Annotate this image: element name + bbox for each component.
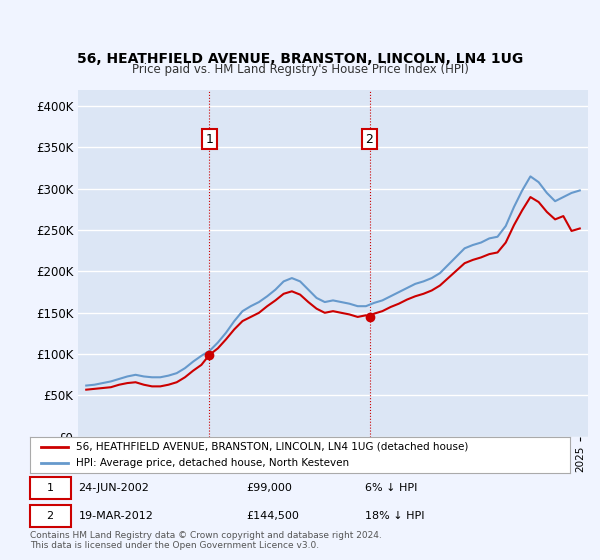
Text: 24-JUN-2002: 24-JUN-2002 (79, 483, 149, 493)
Text: £99,000: £99,000 (246, 483, 292, 493)
Text: HPI: Average price, detached house, North Kesteven: HPI: Average price, detached house, Nort… (76, 458, 349, 468)
Text: 19-MAR-2012: 19-MAR-2012 (79, 511, 154, 521)
Text: £144,500: £144,500 (246, 511, 299, 521)
Text: 2: 2 (46, 511, 53, 521)
Text: 2: 2 (365, 133, 373, 146)
Text: 56, HEATHFIELD AVENUE, BRANSTON, LINCOLN, LN4 1UG (detached house): 56, HEATHFIELD AVENUE, BRANSTON, LINCOLN… (76, 442, 468, 452)
Text: 18% ↓ HPI: 18% ↓ HPI (365, 511, 424, 521)
Text: 1: 1 (205, 133, 213, 146)
Text: 56, HEATHFIELD AVENUE, BRANSTON, LINCOLN, LN4 1UG: 56, HEATHFIELD AVENUE, BRANSTON, LINCOLN… (77, 52, 523, 66)
FancyBboxPatch shape (30, 505, 71, 527)
Text: Price paid vs. HM Land Registry's House Price Index (HPI): Price paid vs. HM Land Registry's House … (131, 63, 469, 77)
Text: 6% ↓ HPI: 6% ↓ HPI (365, 483, 417, 493)
Text: Contains HM Land Registry data © Crown copyright and database right 2024.
This d: Contains HM Land Registry data © Crown c… (30, 530, 382, 550)
Text: 1: 1 (46, 483, 53, 493)
FancyBboxPatch shape (30, 477, 71, 499)
